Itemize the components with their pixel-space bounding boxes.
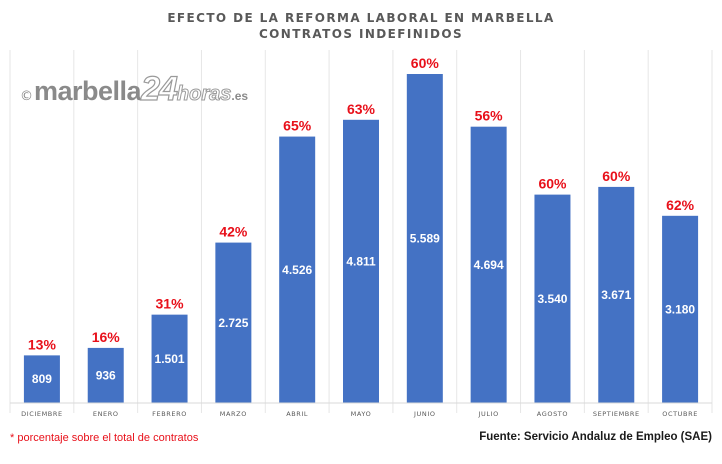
bar-julio	[470, 126, 507, 403]
copyright-symbol: ©	[20, 89, 33, 104]
chart-subtitle: CONTRATOS INDEFINIDOS	[259, 27, 463, 41]
bar-febrero	[151, 314, 188, 403]
value-label: 3.540	[537, 292, 567, 306]
bar-octubre	[662, 215, 699, 403]
logo-number: 24	[140, 69, 178, 108]
bar-marzo	[215, 242, 252, 403]
bar-abril	[279, 136, 316, 403]
footnote: * porcentaje sobre el total de contratos	[10, 432, 199, 444]
category-labels: DICIEMBRE ENERO FEBRERO MARZO ABRIL MAYO JUNIO…	[21, 410, 698, 418]
category-label: FEBRERO	[152, 410, 187, 418]
percent-label: 62%	[666, 197, 695, 213]
category-label: MARZO	[220, 410, 247, 418]
bars-group: 809 13% 936 16% 1.501 31% 2.725 42% 4.526 65% 4.81…	[23, 55, 699, 404]
category-label: OCTUBRE	[662, 410, 698, 418]
percent-label: 60%	[411, 55, 440, 71]
category-label: AGOSTO	[537, 410, 568, 418]
percent-label: 65%	[283, 118, 312, 134]
bar-mayo	[343, 119, 379, 404]
value-label: 5.589	[410, 232, 440, 246]
value-label: 3.180	[665, 302, 695, 316]
bar-enero	[87, 347, 124, 403]
bar-junio	[406, 74, 443, 403]
value-label: 936	[96, 368, 116, 382]
percent-label: 13%	[28, 336, 57, 352]
value-label: 809	[32, 372, 52, 386]
value-label: 1.501	[155, 352, 185, 366]
value-label: 4.811	[346, 254, 376, 268]
percent-label: 60%	[602, 168, 631, 184]
category-label: DICIEMBRE	[21, 410, 63, 418]
category-label: JUNIO	[413, 410, 436, 418]
percent-label: 56%	[475, 108, 504, 124]
grid-lines	[9, 50, 713, 413]
bar-diciembre	[23, 355, 60, 403]
value-label: 2.725	[218, 316, 248, 330]
category-label: JULIO	[477, 410, 498, 418]
chart-title: EFECTO DE LA REFORMA LABORAL EN MARBELLA	[167, 11, 554, 25]
category-label: MAYO	[351, 410, 372, 418]
percent-label: 31%	[156, 296, 185, 312]
percent-label: 42%	[219, 224, 248, 240]
category-label: ENERO	[93, 410, 119, 418]
bar-agosto	[534, 194, 571, 403]
category-label: ABRIL	[286, 410, 308, 418]
value-label: 4.694	[474, 258, 504, 272]
category-label: SEPTIEMBRE	[593, 410, 640, 418]
value-label: 4.526	[282, 263, 312, 277]
percent-label: 63%	[347, 101, 376, 117]
percent-label: 60%	[538, 176, 567, 192]
bar-septiembre	[598, 186, 635, 403]
value-label: 3.671	[601, 288, 631, 302]
percent-label: 16%	[92, 329, 121, 345]
logo-domain: .es	[231, 89, 249, 103]
logo-suffix: horas	[176, 83, 232, 106]
watermark-logo: © marbella 24 horas .es	[20, 69, 249, 108]
source-credit: Fuente: Servicio Andaluz de Empleo (SAE)	[479, 431, 712, 443]
logo-brand: marbella	[34, 76, 142, 106]
